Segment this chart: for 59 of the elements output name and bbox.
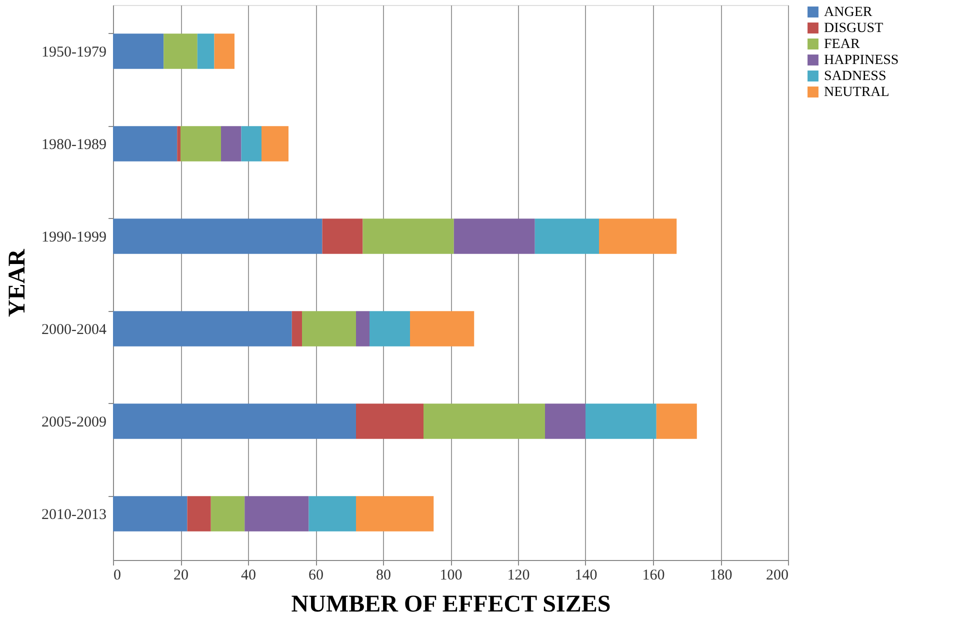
bar	[322, 218, 363, 254]
bar	[164, 34, 198, 69]
bar	[586, 404, 656, 439]
bar	[113, 496, 188, 532]
bar	[244, 496, 309, 532]
bar	[210, 496, 245, 532]
bar	[424, 404, 545, 439]
bar	[308, 496, 356, 532]
bar	[410, 311, 474, 346]
y-tick-label: 1990-1999	[42, 229, 106, 246]
bar	[356, 311, 370, 346]
bar	[302, 311, 356, 346]
x-tick-label: 100	[440, 568, 462, 584]
bar	[656, 404, 697, 439]
bar	[262, 126, 288, 162]
x-tick-label: 200	[766, 568, 788, 584]
y-tick-label: 2005-2009	[42, 414, 106, 430]
legend-label: DISGUST	[824, 21, 884, 36]
x-tick-label: 80	[376, 568, 391, 584]
legend-label: NEUTRAL	[824, 85, 890, 100]
x-tick-label: 0	[114, 568, 121, 584]
bar	[214, 34, 234, 69]
bar	[362, 218, 454, 254]
y-tick-label: 1980-1989	[42, 136, 106, 153]
x-tick-label: 60	[308, 568, 324, 584]
bar	[370, 311, 410, 346]
bar	[545, 404, 586, 439]
x-axis-title: NUMBER OF EFFECT SIZES	[291, 592, 611, 618]
bar	[241, 126, 262, 162]
bar	[534, 218, 599, 254]
y-tick-label: 2000-2004	[42, 322, 107, 338]
bar	[113, 311, 292, 346]
x-tick-label: 20	[174, 568, 188, 584]
bar	[113, 126, 178, 162]
x-tick-label: 120	[507, 568, 530, 584]
legend-label: SADNESS	[824, 69, 886, 84]
y-tick-label: 1950-1979	[42, 44, 106, 60]
legend-label: ANGER	[824, 5, 873, 20]
bar	[113, 404, 356, 439]
bar	[113, 218, 322, 254]
bar	[180, 126, 221, 162]
bar	[356, 404, 424, 439]
legend-label: HAPPINESS	[824, 53, 899, 68]
x-tick-label: 140	[574, 568, 598, 584]
y-axis-title: YEAR	[4, 248, 31, 318]
y-tick-label: 2010-2013	[42, 506, 106, 523]
bar	[177, 126, 180, 162]
x-tick-label: 160	[642, 568, 665, 584]
x-tick-label: 180	[710, 568, 732, 584]
bar	[599, 218, 677, 254]
bar	[197, 34, 214, 69]
bar	[454, 218, 535, 254]
legend-label: FEAR	[824, 37, 860, 52]
x-tick-label: 40	[241, 568, 256, 584]
bar	[221, 126, 242, 162]
bar	[113, 34, 164, 69]
bar	[187, 496, 211, 532]
bar	[292, 311, 302, 346]
bar	[356, 496, 434, 532]
